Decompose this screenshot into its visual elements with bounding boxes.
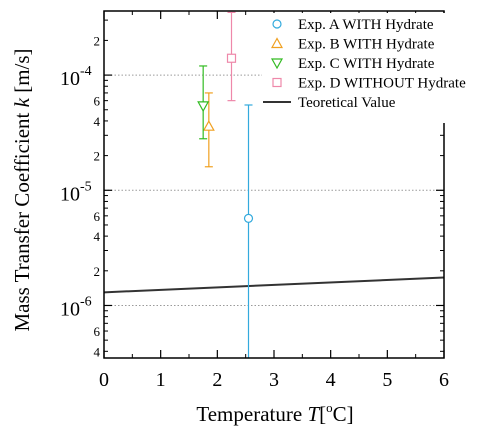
legend-marker xyxy=(270,37,284,49)
x-axis-title-unit-sup: o xyxy=(326,400,333,415)
x-axis-title: Temperature T[oC] xyxy=(196,400,353,426)
y-tick-label: 10-6 xyxy=(60,294,92,320)
y-axis-title-symbol: k xyxy=(10,97,34,107)
y-minor-tick-label: 6 xyxy=(94,94,101,109)
y-tick-exponent: -6 xyxy=(80,294,92,309)
legend-item-exp-d-without-hydrate: Exp. D WITHOUT Hydrate xyxy=(272,76,466,92)
data-point xyxy=(226,53,237,63)
legend-marker xyxy=(272,77,282,88)
y-minor-tick-label: 6 xyxy=(94,324,101,339)
y-tick-base: 10 xyxy=(60,298,80,320)
x-tick-label: 5 xyxy=(382,369,392,391)
legend-label: Exp. C WITH Hydrate xyxy=(298,56,435,72)
data-point xyxy=(243,213,254,224)
legend-marker xyxy=(270,58,284,70)
data-point xyxy=(202,119,215,131)
x-tick-label: 4 xyxy=(326,369,336,391)
x-tick-label: 3 xyxy=(269,369,279,391)
y-tick-base: 10 xyxy=(60,183,80,205)
series-exp-b-with-hydrate xyxy=(202,92,215,168)
y-minor-tick-label: 2 xyxy=(94,264,101,279)
y-tick-base: 10 xyxy=(60,68,80,90)
legend-label: Teoretical Value xyxy=(298,95,396,111)
legend-item-exp-b-with-hydrate: Exp. B WITH Hydrate xyxy=(270,37,435,53)
y-axis-title-text: Mass Transfer Coefficient xyxy=(10,112,34,331)
y-minor-tick-label: 6 xyxy=(94,209,101,224)
y-axis-title: Mass Transfer Coefficient k [m/s] xyxy=(10,48,34,331)
y-minor-tick-label: 4 xyxy=(94,229,101,244)
y-minor-tick-label: 2 xyxy=(94,149,101,164)
y-tick-exponent: -4 xyxy=(80,64,92,79)
x-axis-title-unit-close: C] xyxy=(333,402,354,426)
y-tick-exponent: -5 xyxy=(80,179,92,194)
x-axis-title-symbol: T xyxy=(307,402,320,426)
data-points-layer xyxy=(197,11,254,358)
y-minor-tick-label: 2 xyxy=(94,33,101,48)
x-axis-title-unit-open: [ xyxy=(319,402,326,426)
y-tick-label: 10-5 xyxy=(60,179,92,205)
theoretical-value-line xyxy=(103,276,445,294)
grid-lines xyxy=(104,74,444,306)
y-minor-tick-label: 4 xyxy=(94,114,101,129)
legend-background xyxy=(262,13,497,123)
x-tick-label: 6 xyxy=(439,369,449,391)
x-tick-label: 1 xyxy=(156,369,166,391)
legend-item-exp-a-with-hydrate: Exp. A WITH Hydrate xyxy=(272,17,434,33)
x-tick-label: 2 xyxy=(212,369,222,391)
x-axis-title-text: Temperature xyxy=(196,402,302,426)
theoretical-curve-layer xyxy=(103,276,445,294)
data-point xyxy=(197,101,210,113)
y-axis-title-unit: [m/s] xyxy=(10,48,34,92)
series-exp-a-with-hydrate xyxy=(243,104,254,358)
legend-item-exp-c-with-hydrate: Exp. C WITH Hydrate xyxy=(270,56,435,72)
legend-marker xyxy=(272,19,282,29)
legend-label: Exp. B WITH Hydrate xyxy=(298,37,435,53)
y-minor-tick-label: 4 xyxy=(94,344,101,359)
y-tick-label: 10-4 xyxy=(60,64,92,90)
legend-item-teoretical-value: Teoretical Value xyxy=(263,95,396,111)
series-exp-d-without-hydrate xyxy=(226,11,237,102)
x-tick-label: 0 xyxy=(99,369,109,391)
legend-label: Exp. D WITHOUT Hydrate xyxy=(298,76,466,92)
legend: Exp. A WITH Hydrate Exp. B WITH Hydrate Ex… xyxy=(262,13,497,123)
series-exp-c-with-hydrate xyxy=(197,65,210,140)
legend-label: Exp. A WITH Hydrate xyxy=(298,17,434,33)
